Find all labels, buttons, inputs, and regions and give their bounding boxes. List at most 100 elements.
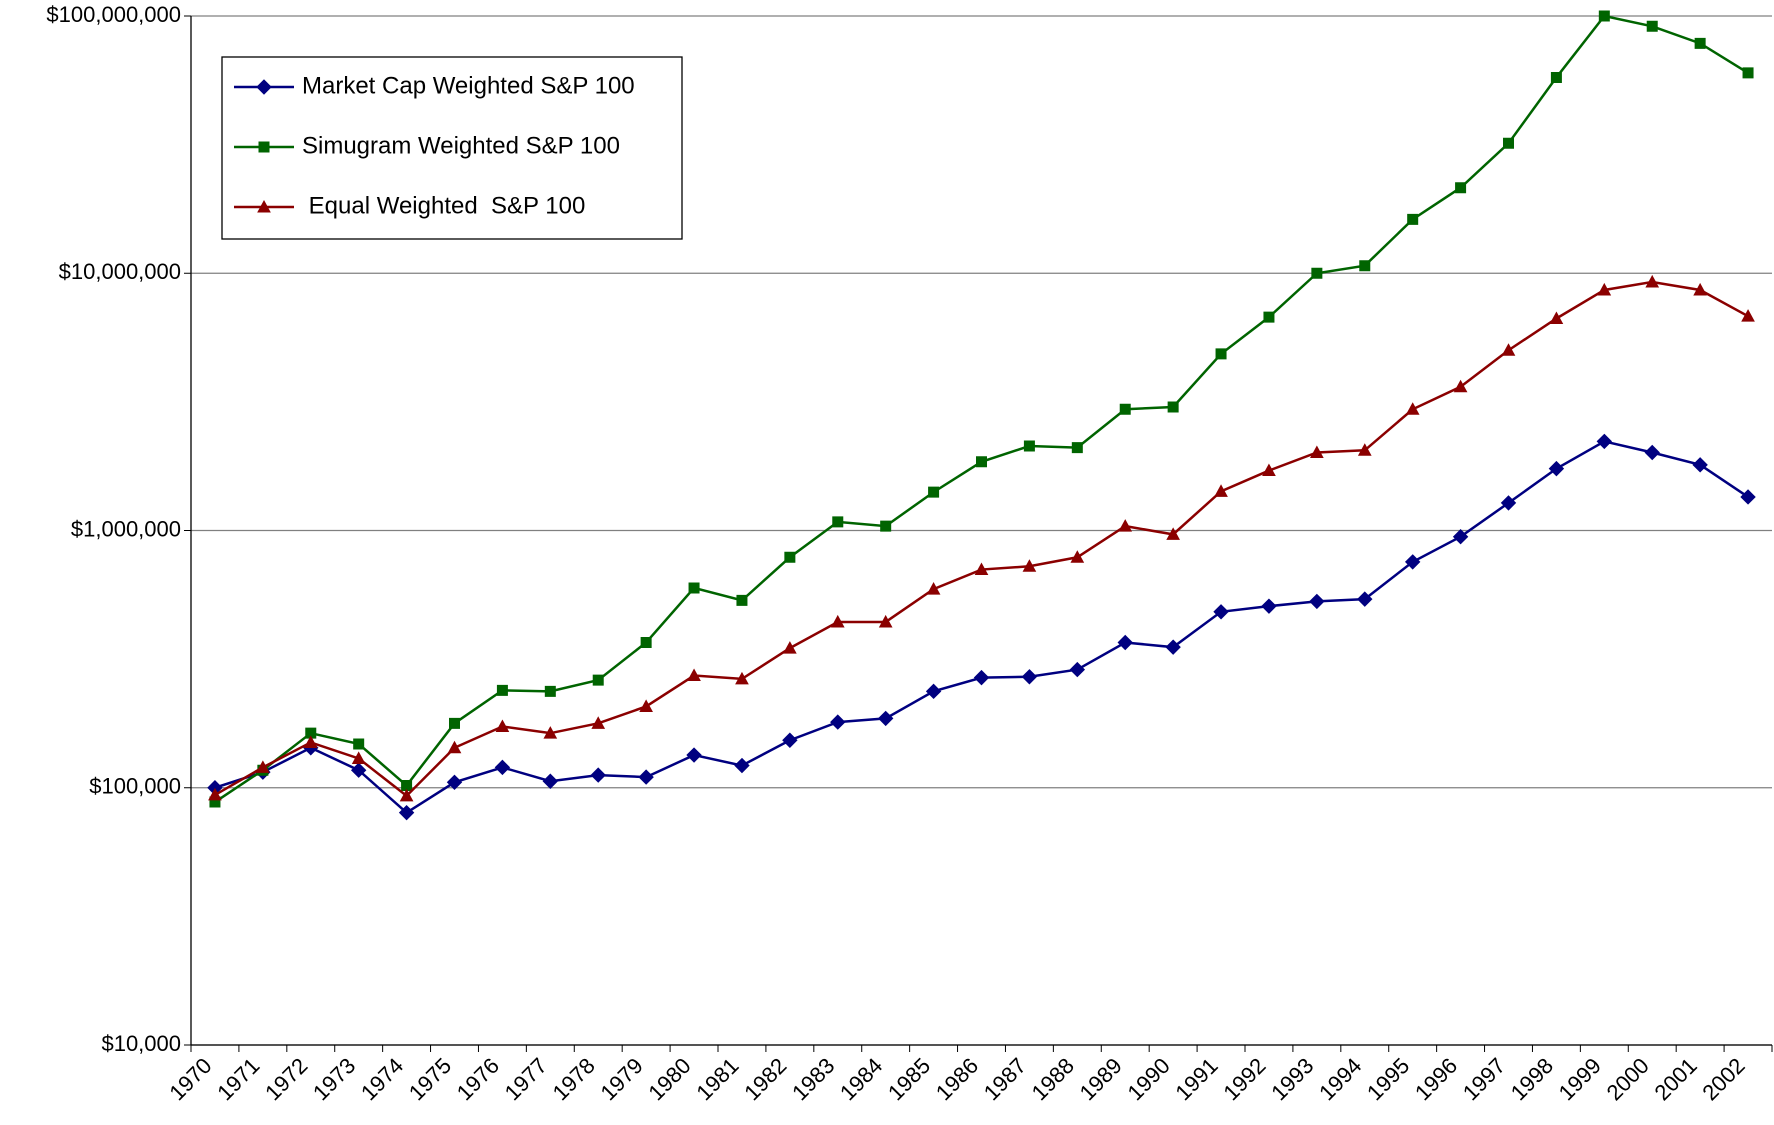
marker: [542, 773, 559, 789]
marker: [1407, 213, 1419, 225]
marker: [1597, 282, 1612, 296]
marker: [1071, 442, 1083, 454]
y-tick-label: $100,000: [89, 774, 181, 799]
x-tick-label: 1993: [1266, 1053, 1318, 1105]
x-tick-label: 1981: [691, 1053, 743, 1105]
marker: [1500, 495, 1517, 511]
marker: [305, 727, 317, 739]
y-tick-label: $10,000,000: [59, 259, 181, 284]
marker: [1165, 639, 1181, 655]
x-tick-label: 1978: [548, 1053, 600, 1105]
marker: [494, 759, 511, 776]
marker: [350, 762, 367, 778]
marker: [878, 614, 893, 628]
marker: [1215, 348, 1227, 360]
marker: [976, 456, 987, 468]
x-tick-label: 1997: [1458, 1053, 1510, 1105]
marker: [1644, 444, 1660, 461]
x-tick-label: 1991: [1170, 1053, 1222, 1105]
marker: [1404, 554, 1421, 570]
x-tick-label: 1988: [1027, 1053, 1079, 1105]
x-tick-label: 1985: [883, 1053, 935, 1105]
x-tick-label: 1996: [1410, 1053, 1462, 1105]
marker: [973, 669, 990, 686]
marker: [398, 804, 415, 821]
legend-label: Market Cap Weighted S&P 100: [302, 72, 635, 99]
marker: [880, 520, 892, 532]
marker: [353, 738, 365, 750]
marker: [1550, 71, 1562, 83]
marker: [1455, 182, 1467, 194]
marker: [1405, 402, 1420, 415]
x-tick-label: 1989: [1075, 1053, 1127, 1105]
legend-label: Simugram Weighted S&P 100: [302, 132, 620, 159]
marker: [830, 614, 845, 628]
marker: [640, 636, 652, 648]
x-tick-label: 1986: [931, 1053, 983, 1105]
marker: [1646, 20, 1658, 32]
x-tick-label: 1994: [1314, 1053, 1366, 1105]
marker: [1310, 445, 1324, 459]
marker: [1023, 440, 1035, 452]
marker: [544, 685, 556, 697]
series-line: [214, 280, 1749, 798]
marker: [1262, 463, 1276, 477]
marker: [928, 486, 940, 498]
marker: [1214, 484, 1228, 497]
x-tick-label: 2001: [1649, 1053, 1701, 1105]
marker: [1549, 311, 1564, 324]
x-tick-label: 1980: [643, 1053, 695, 1105]
marker: [1117, 634, 1133, 651]
x-tick-label: 2000: [1602, 1053, 1654, 1105]
marker: [1548, 460, 1565, 477]
marker: [399, 788, 414, 802]
marker: [782, 732, 798, 748]
marker: [590, 767, 606, 783]
marker: [735, 671, 749, 685]
x-tick-label: 1982: [739, 1053, 791, 1105]
marker: [303, 735, 318, 748]
x-tick-label: 1983: [787, 1053, 839, 1105]
marker: [258, 141, 270, 153]
x-tick-label: 1977: [500, 1053, 552, 1105]
marker: [1357, 591, 1373, 607]
y-tick-label: $100,000,000: [46, 2, 181, 27]
marker: [1167, 401, 1179, 413]
marker: [1501, 343, 1516, 356]
marker: [1070, 550, 1085, 563]
marker: [1166, 527, 1180, 540]
marker: [1452, 528, 1469, 545]
marker: [638, 769, 654, 785]
marker: [974, 562, 989, 576]
marker: [1596, 433, 1613, 450]
legend: Market Cap Weighted S&P 100 Simugram Weig…: [221, 56, 683, 240]
x-tick-label: 1998: [1506, 1053, 1558, 1105]
marker: [830, 714, 846, 730]
marker: [1503, 137, 1514, 149]
x-tick-label: 1974: [356, 1053, 408, 1105]
legend-label: Equal Weighted S&P 100: [302, 192, 585, 219]
marker: [495, 719, 510, 733]
marker: [591, 716, 606, 729]
marker: [1598, 10, 1610, 22]
marker: [1311, 267, 1323, 279]
marker: [734, 757, 750, 774]
marker: [1118, 519, 1133, 532]
marker: [686, 747, 702, 763]
marker: [1693, 282, 1707, 296]
marker: [783, 641, 797, 654]
x-tick-label: 1987: [979, 1053, 1031, 1105]
marker: [925, 683, 942, 700]
marker: [1453, 379, 1468, 393]
marker: [446, 774, 463, 791]
x-tick-label: 1970: [164, 1053, 216, 1105]
marker: [543, 726, 558, 739]
marker: [1741, 309, 1755, 322]
y-tick-label: $1,000,000: [71, 516, 181, 541]
marker: [784, 551, 796, 563]
marker: [832, 516, 844, 528]
marker: [496, 684, 508, 696]
marker: [877, 710, 894, 727]
marker: [1742, 67, 1754, 79]
